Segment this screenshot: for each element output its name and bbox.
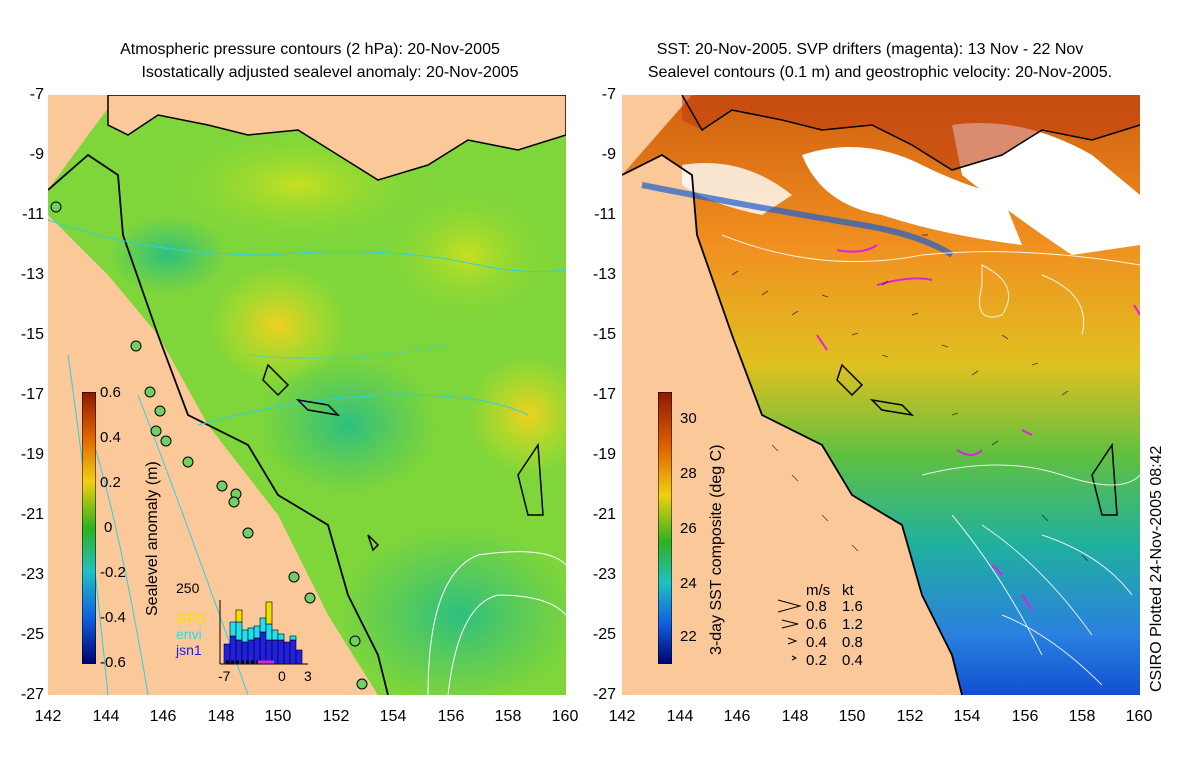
right-ytick: -11 [594,206,616,223]
left-ytick: -23 [20,566,44,583]
legend-gfo: GFO [176,610,207,626]
right-xtick: 158 [1068,708,1096,725]
sst-colorbar-label: 3-day SST composite (deg C) [708,444,725,655]
speed-legend-header-ms: m/s [806,582,831,599]
right-xtick: 142 [608,708,636,725]
sla-tick: 0.2 [100,474,121,491]
left-ytick: -7 [29,86,44,103]
right-xtick: 144 [666,708,694,725]
right-ytick: -23 [592,566,616,583]
speed-row-kt: 1.6 [842,598,863,615]
right-ytick: -13 [592,266,616,283]
sla-colorbar-label: Sealevel anomaly (m) [144,461,161,616]
right-ytick: -7 [601,86,616,103]
right-ytick: -19 [592,446,616,463]
legend-envi: envi [176,626,202,642]
sst-tick: 30 [680,410,697,427]
sealevel-colorbar [82,392,96,664]
sla-tick: 0.6 [100,384,121,401]
left-ytick: -15 [20,326,44,343]
speed-row-kt: 0.4 [842,652,863,669]
histogram-xtick: 3 [304,668,312,684]
speed-row-kt: 1.2 [842,616,863,633]
sla-tick: 0 [104,519,113,536]
sst-colorbar [658,392,672,664]
sst-tick: 26 [680,520,697,537]
sst-tick: 22 [680,628,697,645]
histogram-ymax: 250 [176,580,200,596]
sst-tick: 28 [680,465,697,482]
left-ytick: -17 [20,386,44,403]
speed-row-ms: 0.2 [806,652,827,669]
right-ytick: -17 [592,386,616,403]
histogram-xtick: -7 [218,668,231,684]
left-ytick: -11 [22,206,44,223]
right-ytick: -27 [592,686,616,703]
speed-legend-header-kt: kt [842,582,854,599]
right-ytick: -9 [601,146,616,163]
left-xtick: 144 [92,708,120,725]
right-title-line1: SST: 20-Nov-2005. SVP drifters (magenta)… [656,41,1084,58]
left-xtick: 152 [322,708,350,725]
right-xtick: 150 [838,708,866,725]
credit-text: CSIRO Plotted 24-Nov-2005 08:42 [1148,445,1165,692]
speed-legend-arrows [778,599,802,661]
sla-tick: -0.2 [100,564,126,581]
sla-tick: 0.4 [100,429,121,446]
left-xtick: 158 [494,708,522,725]
left-xtick: 156 [437,708,465,725]
speed-row-ms: 0.6 [806,616,827,633]
sla-tick: -0.4 [100,609,126,626]
altimeter-histogram [219,600,308,665]
speed-row-ms: 0.8 [806,598,827,615]
left-title-line2: Isostatically adjusted sealevel anomaly:… [141,64,519,81]
right-ytick: -25 [592,626,616,643]
right-ytick: -15 [592,326,616,343]
left-xtick: 142 [34,708,62,725]
right-xtick: 148 [781,708,809,725]
sealevel-anomaly-map [48,95,566,695]
left-ytick: -21 [20,506,44,523]
speed-row-kt: 0.8 [842,634,863,651]
left-ytick: -19 [20,446,44,463]
left-ytick: -9 [29,146,44,163]
left-ytick: -27 [20,686,44,703]
right-xtick: 152 [896,708,924,725]
left-ytick: -25 [20,626,44,643]
right-xtick: 154 [953,708,981,725]
left-title-line1: Atmospheric pressure contours (2 hPa): 2… [120,41,500,58]
left-xtick: 148 [207,708,235,725]
left-ytick: -13 [20,266,44,283]
legend-jsn1: jsn1 [176,642,202,658]
histogram-xtick: 0 [278,668,286,684]
right-xtick: 160 [1125,708,1153,725]
left-xtick: 146 [149,708,177,725]
sst-tick: 24 [680,575,697,592]
right-xtick: 156 [1011,708,1039,725]
right-ytick: -21 [592,506,616,523]
right-title-line2: Sealevel contours (0.1 m) and geostrophi… [647,64,1113,81]
left-xtick: 150 [264,708,292,725]
right-xtick: 146 [723,708,751,725]
left-xtick: 160 [551,708,579,725]
speed-row-ms: 0.4 [806,634,827,651]
sla-tick: -0.6 [100,654,126,671]
left-xtick: 154 [379,708,407,725]
sst-map [622,95,1140,695]
